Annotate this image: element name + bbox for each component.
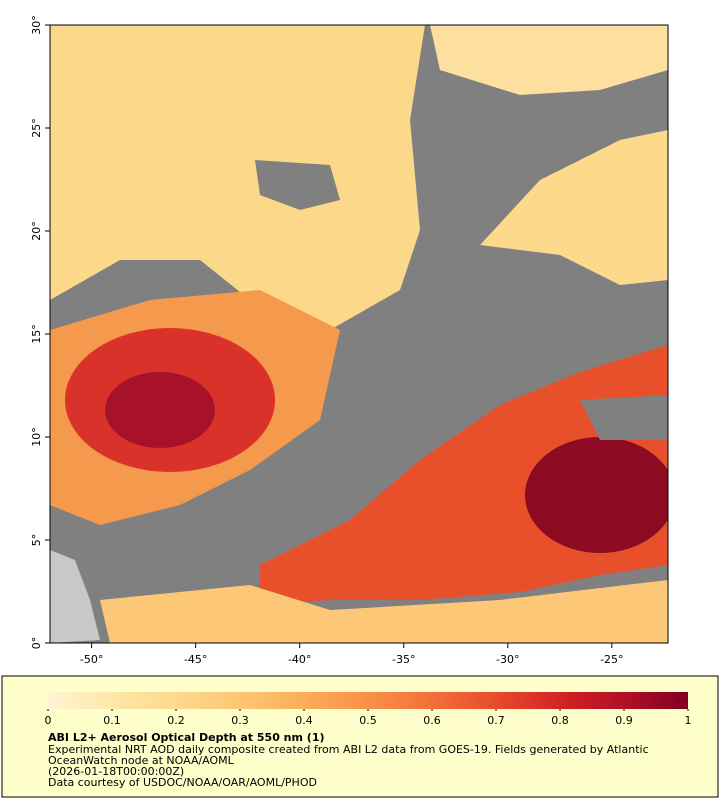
colorbar-tick-label: 0.3 [231,714,249,727]
aod-region [430,25,668,95]
colorbar-tick-label: 0.4 [295,714,313,727]
no-data [580,395,668,440]
land [50,550,100,643]
colorbar-tick-label: 0.1 [103,714,121,727]
x-tick-label: -50° [80,653,103,666]
y-tick-label: 5° [30,534,43,547]
caption-line: (2026-01-18T00:00:00Z) [48,765,184,778]
colorbar-tick-label: 0.2 [167,714,185,727]
y-tick-label: 0° [30,637,43,650]
colorbar-tick-label: 1 [685,714,692,727]
aod-region [480,130,668,285]
caption-title: ABI L2+ Aerosol Optical Depth at 550 nm … [48,731,325,744]
aod-region [525,437,668,553]
colorbar-tick-label: 0.9 [615,714,633,727]
y-tick-label: 30° [30,15,43,35]
aod-field [50,25,668,643]
x-tick-label: -30° [496,653,519,666]
aod-region [105,372,215,448]
x-tick-label: -25° [600,653,623,666]
aod-region [50,25,425,330]
y-tick-label: 20° [30,221,43,241]
caption-line: OceanWatch node at NOAA/AOML [48,754,235,767]
colorbar-tick-label: 0.8 [551,714,569,727]
x-tick-label: -45° [184,653,207,666]
caption-line: Experimental NRT AOD daily composite cre… [48,743,649,756]
y-tick-label: 10° [30,427,43,447]
colorbar-tick-label: 0 [45,714,52,727]
aod-region [100,580,668,643]
y-tick-label: 25° [30,118,43,138]
colorbar-tick-label: 0.7 [487,714,505,727]
colorbar [48,692,688,709]
colorbar-tick-label: 0.5 [359,714,377,727]
caption-line: Data courtesy of USDOC/NOAA/OAR/AOML/PHO… [48,776,317,789]
no-data [255,160,340,210]
colorbar-tick-label: 0.6 [423,714,441,727]
x-tick-label: -40° [288,653,311,666]
y-tick-label: 15° [30,324,43,344]
x-tick-label: -35° [392,653,415,666]
